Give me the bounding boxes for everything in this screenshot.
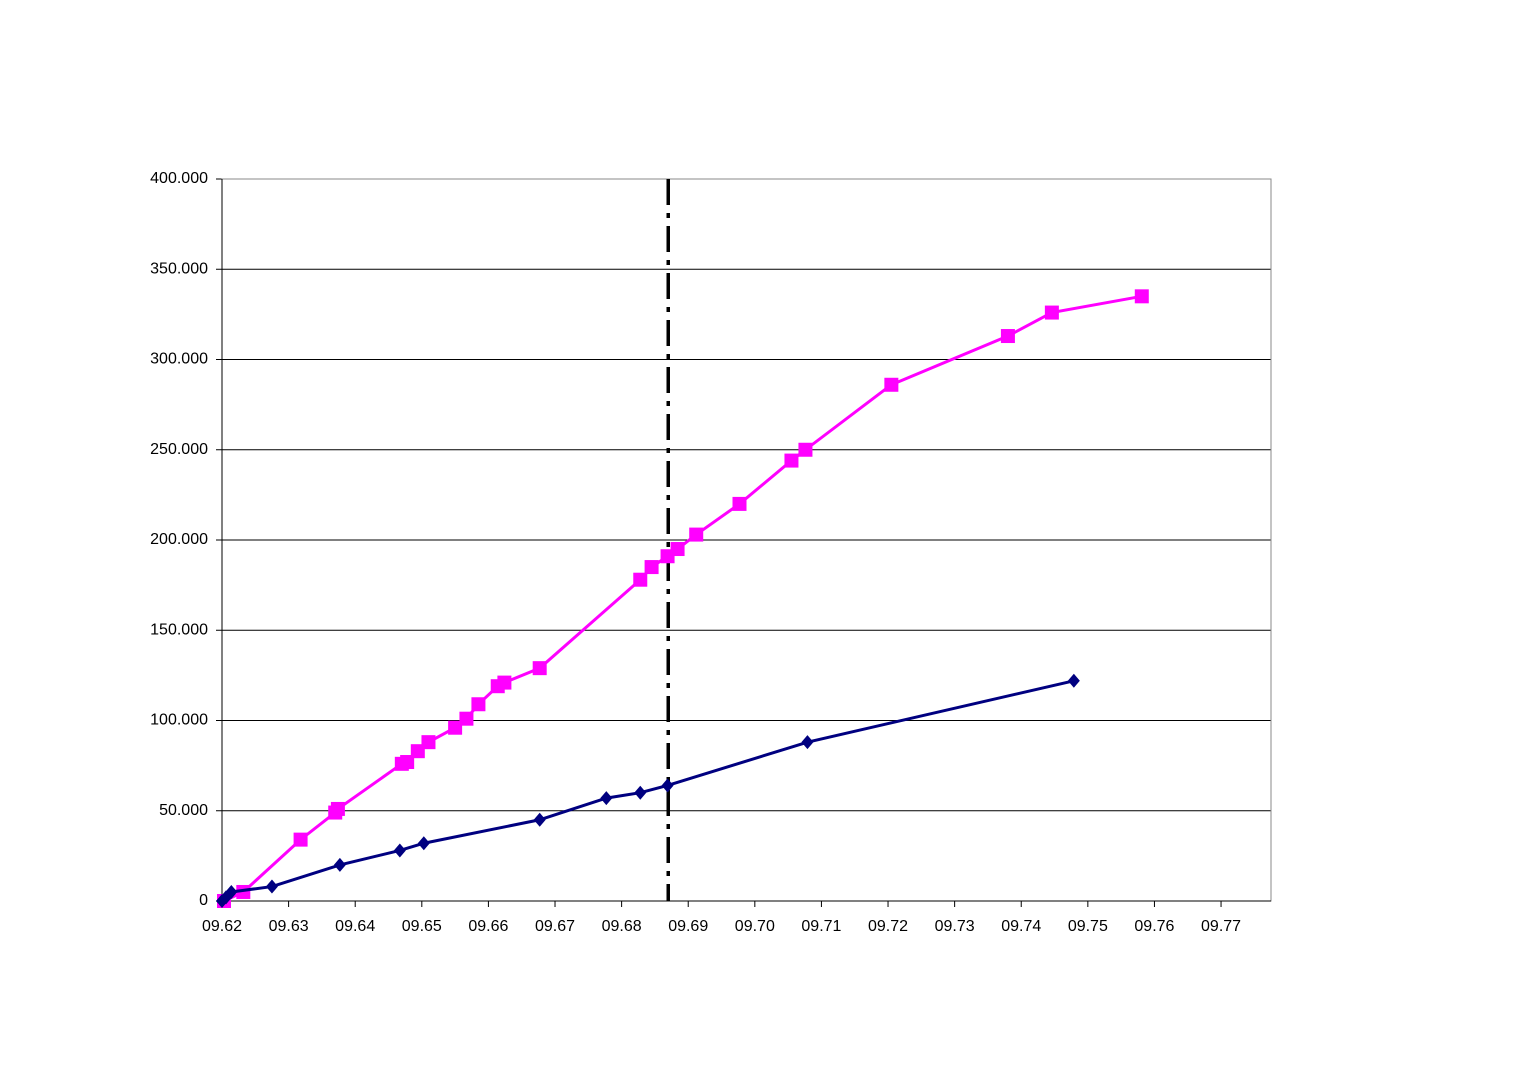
y-tick-label: 300.000	[150, 351, 208, 368]
y-tick-label: 150.000	[150, 621, 208, 638]
x-tick-label: 09.73	[935, 918, 975, 935]
point	[634, 785, 647, 800]
y-tick-label: 400.000	[150, 170, 208, 187]
point	[225, 884, 238, 899]
point	[417, 836, 430, 851]
x-tick-label: 09.66	[468, 918, 508, 935]
point	[732, 496, 747, 511]
y-tick-label: 250.000	[150, 441, 208, 458]
point	[1134, 289, 1149, 304]
point	[448, 720, 463, 735]
point	[421, 735, 436, 750]
series-line	[220, 679, 1075, 903]
x-tick-label: 09.62	[202, 918, 242, 935]
point	[644, 560, 659, 575]
point	[532, 661, 547, 676]
x-tick-label: 09.71	[801, 918, 841, 935]
x-tick-label: 09.65	[402, 918, 442, 935]
point	[1044, 305, 1059, 320]
point	[689, 527, 704, 542]
point	[265, 879, 278, 894]
point	[330, 801, 345, 816]
y-tick-label: 350.000	[150, 260, 208, 277]
x-tick-label: 09.64	[335, 918, 375, 935]
point	[410, 744, 425, 759]
x-tick-label: 09.69	[668, 918, 708, 935]
point	[661, 778, 674, 793]
point	[471, 697, 486, 712]
point	[533, 812, 546, 827]
x-tick-label: 09.76	[1134, 918, 1174, 935]
point	[784, 453, 799, 468]
y-tick-label: 50.000	[159, 802, 208, 819]
point	[393, 843, 406, 858]
x-tick-label: 09.63	[269, 918, 309, 935]
point	[798, 442, 813, 457]
point	[633, 572, 648, 587]
point	[884, 377, 899, 392]
x-tick-label: 09.72	[868, 918, 908, 935]
point	[497, 675, 512, 690]
x-tick-label: 09.68	[602, 918, 642, 935]
point	[459, 711, 474, 726]
x-tick-label: 09.70	[735, 918, 775, 935]
point	[1000, 329, 1015, 344]
x-tick-label: 09.77	[1201, 918, 1241, 935]
y-tick-label: 100.000	[150, 712, 208, 729]
point	[400, 755, 415, 770]
point	[1067, 673, 1080, 688]
point	[670, 542, 685, 557]
point	[801, 735, 814, 750]
y-tick-label: 0	[199, 892, 208, 909]
point	[600, 791, 613, 806]
y-tick-label: 200.000	[150, 531, 208, 548]
point	[293, 832, 308, 847]
x-tick-label: 09.75	[1068, 918, 1108, 935]
point	[333, 857, 346, 872]
x-tick-label: 09.67	[535, 918, 575, 935]
x-tick-label: 09.74	[1001, 918, 1041, 935]
